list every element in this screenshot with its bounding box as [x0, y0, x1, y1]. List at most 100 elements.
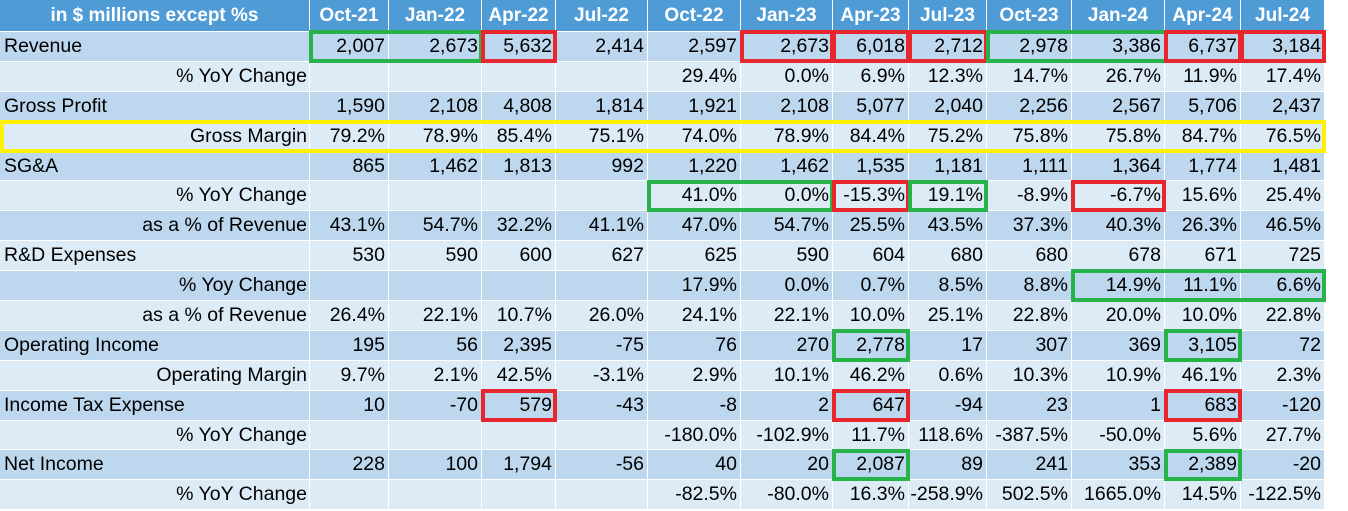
table-cell[interactable]: [389, 480, 482, 511]
row-label[interactable]: % YoY Change: [0, 181, 310, 212]
table-cell[interactable]: [482, 271, 556, 302]
table-cell[interactable]: 4,808: [482, 91, 556, 122]
table-cell[interactable]: 2,414: [556, 32, 648, 62]
table-cell[interactable]: 2,673: [741, 32, 833, 62]
table-cell[interactable]: 1,111: [987, 151, 1072, 182]
table-cell[interactable]: 5,632: [482, 32, 556, 62]
table-cell[interactable]: 10: [310, 390, 389, 421]
table-cell[interactable]: 2,087: [833, 450, 909, 481]
row-label[interactable]: % YoY Change: [0, 480, 310, 511]
table-cell[interactable]: 12.3%: [909, 61, 987, 92]
table-cell[interactable]: 2,978: [987, 32, 1072, 62]
table-cell[interactable]: 22.1%: [389, 301, 482, 331]
table-cell[interactable]: -122.5%: [1241, 480, 1325, 511]
row-label[interactable]: % YoY Change: [0, 420, 310, 451]
table-cell[interactable]: 865: [310, 151, 389, 182]
row-label[interactable]: Revenue: [0, 32, 310, 62]
table-cell[interactable]: 1,364: [1072, 151, 1165, 182]
table-cell[interactable]: [310, 61, 389, 92]
period-header[interactable]: Jul-22: [556, 0, 648, 32]
table-cell[interactable]: 590: [389, 241, 482, 272]
table-cell[interactable]: 89: [909, 450, 987, 481]
table-cell[interactable]: -56: [556, 450, 648, 481]
table-cell[interactable]: 1: [1072, 390, 1165, 421]
table-cell[interactable]: 8.5%: [909, 271, 987, 302]
table-cell[interactable]: 1,774: [1165, 151, 1241, 182]
table-cell[interactable]: 590: [741, 241, 833, 272]
table-cell[interactable]: 647: [833, 390, 909, 421]
table-cell[interactable]: -43: [556, 390, 648, 421]
table-cell[interactable]: 2,007: [310, 32, 389, 62]
table-cell[interactable]: [482, 480, 556, 511]
period-header[interactable]: Jan-24: [1072, 0, 1165, 32]
table-cell[interactable]: 5,706: [1165, 91, 1241, 122]
table-cell[interactable]: 2,712: [909, 32, 987, 62]
table-cell[interactable]: 625: [648, 241, 741, 272]
table-cell[interactable]: 46.1%: [1165, 360, 1241, 391]
table-cell[interactable]: 41.1%: [556, 211, 648, 242]
table-cell[interactable]: -8.9%: [987, 181, 1072, 212]
table-cell[interactable]: 1,462: [389, 151, 482, 182]
table-cell[interactable]: 11.7%: [833, 420, 909, 451]
table-cell[interactable]: 100: [389, 450, 482, 481]
table-cell[interactable]: 6,737: [1165, 32, 1241, 62]
table-cell[interactable]: 16.3%: [833, 480, 909, 511]
table-cell[interactable]: 1665.0%: [1072, 480, 1165, 511]
table-cell[interactable]: 37.3%: [987, 211, 1072, 242]
table-cell[interactable]: 6.9%: [833, 61, 909, 92]
table-cell[interactable]: -258.9%: [909, 480, 987, 511]
table-cell[interactable]: 680: [987, 241, 1072, 272]
table-cell[interactable]: -102.9%: [741, 420, 833, 451]
table-cell[interactable]: 10.0%: [833, 301, 909, 331]
period-header[interactable]: Oct-21: [310, 0, 389, 32]
row-label[interactable]: Gross Margin: [0, 121, 310, 152]
table-cell[interactable]: 14.7%: [987, 61, 1072, 92]
table-cell[interactable]: [389, 181, 482, 212]
table-cell[interactable]: [310, 480, 389, 511]
table-cell[interactable]: [310, 420, 389, 451]
table-cell[interactable]: -80.0%: [741, 480, 833, 511]
table-cell[interactable]: 25.5%: [833, 211, 909, 242]
table-cell[interactable]: -75: [556, 330, 648, 361]
table-cell[interactable]: 195: [310, 330, 389, 361]
table-cell[interactable]: 22.8%: [1241, 301, 1325, 331]
table-cell[interactable]: 54.7%: [741, 211, 833, 242]
table-cell[interactable]: 530: [310, 241, 389, 272]
table-cell[interactable]: 26.0%: [556, 301, 648, 331]
table-cell[interactable]: 32.2%: [482, 211, 556, 242]
table-cell[interactable]: 20: [741, 450, 833, 481]
table-cell[interactable]: [310, 271, 389, 302]
table-cell[interactable]: [389, 420, 482, 451]
table-cell[interactable]: [556, 271, 648, 302]
table-cell[interactable]: 19.1%: [909, 181, 987, 212]
table-cell[interactable]: 2.3%: [1241, 360, 1325, 391]
row-label[interactable]: as a % of Revenue: [0, 211, 310, 242]
table-cell[interactable]: 353: [1072, 450, 1165, 481]
table-cell[interactable]: 72: [1241, 330, 1325, 361]
table-cell[interactable]: 42.5%: [482, 360, 556, 391]
period-header[interactable]: Apr-22: [482, 0, 556, 32]
corner-header[interactable]: in $ millions except %s: [0, 0, 310, 32]
row-label[interactable]: SG&A: [0, 151, 310, 182]
table-cell[interactable]: 9.7%: [310, 360, 389, 391]
table-cell[interactable]: -6.7%: [1072, 181, 1165, 212]
table-cell[interactable]: 20.0%: [1072, 301, 1165, 331]
table-cell[interactable]: 725: [1241, 241, 1325, 272]
row-label[interactable]: % Yoy Change: [0, 271, 310, 302]
table-cell[interactable]: 1,794: [482, 450, 556, 481]
table-cell[interactable]: 270: [741, 330, 833, 361]
table-cell[interactable]: 10.0%: [1165, 301, 1241, 331]
table-cell[interactable]: -82.5%: [648, 480, 741, 511]
table-cell[interactable]: 6.6%: [1241, 271, 1325, 302]
period-header[interactable]: Jul-23: [909, 0, 987, 32]
table-cell[interactable]: 26.7%: [1072, 61, 1165, 92]
table-cell[interactable]: 6,018: [833, 32, 909, 62]
table-cell[interactable]: 17.9%: [648, 271, 741, 302]
table-cell[interactable]: 26.3%: [1165, 211, 1241, 242]
table-cell[interactable]: 627: [556, 241, 648, 272]
table-cell[interactable]: 76: [648, 330, 741, 361]
period-header[interactable]: Oct-23: [987, 0, 1072, 32]
table-cell[interactable]: 85.4%: [482, 121, 556, 152]
table-cell[interactable]: 75.8%: [1072, 121, 1165, 152]
table-cell[interactable]: 2.9%: [648, 360, 741, 391]
